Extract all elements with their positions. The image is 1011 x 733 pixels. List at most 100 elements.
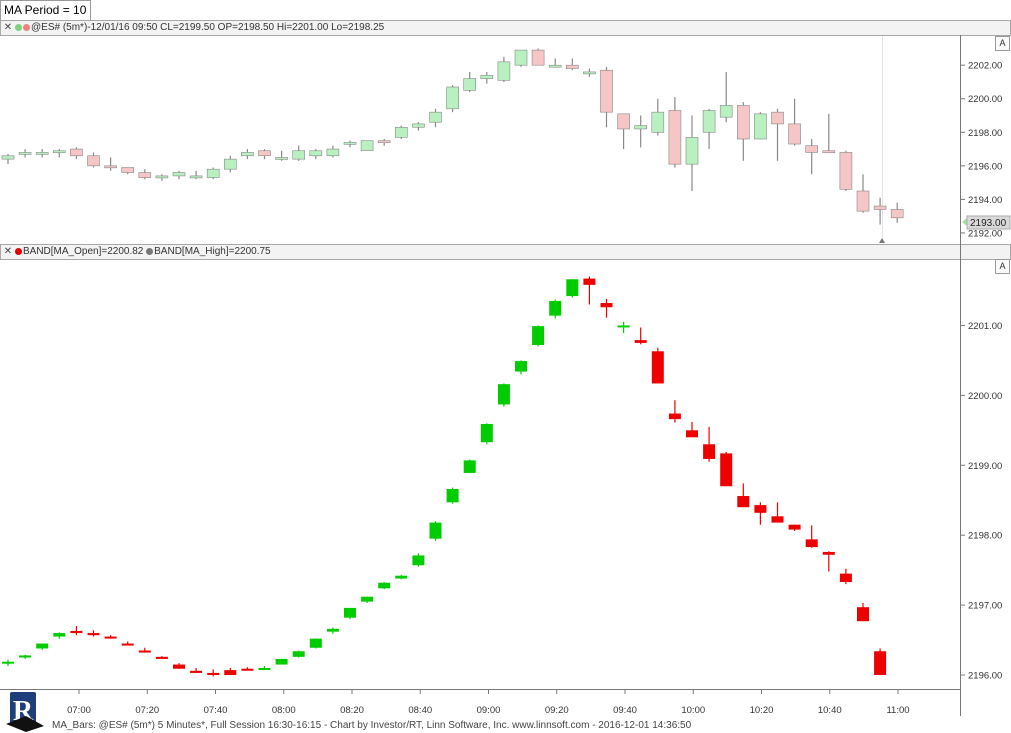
- p1-candle: [480, 74, 494, 79]
- p1-candle: [856, 190, 870, 212]
- close-icon[interactable]: ✕: [3, 22, 13, 33]
- p1-candle: [771, 111, 784, 125]
- p2-candle: [549, 300, 562, 316]
- x-tick-label: 07:40: [204, 705, 228, 716]
- close-icon[interactable]: ✕: [3, 246, 13, 257]
- p1-candle: [668, 110, 682, 165]
- p1-y-tick-label: 2202.00: [968, 61, 1002, 72]
- p2-candle: [839, 573, 852, 583]
- p1-candle: [155, 175, 169, 179]
- p2-y-tick-label: 2196.00: [968, 671, 1002, 682]
- p2-candle: [788, 524, 801, 530]
- p1-candle: [87, 155, 100, 167]
- pane1-header-text: @ES# (5m*)-12/01/16 09:50 CL=2199.50 OP=…: [31, 22, 385, 33]
- p2-candle: [224, 670, 237, 676]
- scroll-marker-icon[interactable]: [879, 238, 885, 243]
- autoscale-button-pane2[interactable]: A: [995, 259, 1010, 274]
- investor-rt-logo: R: [6, 692, 44, 732]
- p2-candle: [805, 539, 818, 548]
- p1-candle: [890, 209, 904, 219]
- p1-candle: [241, 152, 254, 157]
- p2-candle: [429, 522, 442, 539]
- p2-candle: [258, 668, 271, 671]
- p2-candle: [566, 279, 579, 297]
- p1-candle: [497, 61, 511, 81]
- p2-candle: [480, 424, 493, 443]
- p1-candle: [822, 150, 836, 154]
- p2-candle: [874, 651, 887, 676]
- p2-candle: [497, 384, 510, 405]
- p2-candle: [754, 505, 767, 513]
- last-price-label: 2193.00: [970, 218, 1007, 229]
- p2-candle: [395, 575, 408, 579]
- p1-y-tick-label: 2196.00: [968, 161, 1002, 172]
- autoscale-button-pane1[interactable]: A: [995, 36, 1010, 51]
- p1-candle: [189, 175, 203, 179]
- p1-candle: [70, 148, 83, 157]
- pane2-header-item1: BAND[MA_Open]=2200.82: [23, 246, 144, 257]
- p1-candle: [206, 168, 220, 178]
- p2-candle: [53, 633, 66, 637]
- p2-candle: [207, 672, 220, 676]
- p1-candle: [224, 158, 237, 170]
- p1-candle: [514, 49, 528, 66]
- p1-candle: [446, 86, 459, 110]
- ma-period-parameter[interactable]: MA Period = 10: [0, 0, 92, 21]
- p1-candle: [429, 111, 442, 123]
- p1-y-tick-label: 2194.00: [968, 195, 1002, 206]
- p2-candle: [173, 664, 185, 669]
- p2-candle: [668, 413, 681, 420]
- pane1-header: ✕ @ES# (5m*)-12/01/16 09:50 CL=2199.50 OP…: [0, 20, 1011, 36]
- p1-candle: [617, 113, 630, 130]
- ma-high-color-icon: [146, 248, 154, 255]
- p1-y-tick-label: 2198.00: [968, 128, 1002, 139]
- p2-y-tick-label: 2201.00: [968, 321, 1002, 332]
- p2-candle: [737, 496, 750, 508]
- p2-candle: [617, 325, 630, 328]
- p1-candle: [394, 126, 408, 138]
- last-price-box: [966, 215, 1011, 230]
- p2-candle: [583, 278, 596, 285]
- footer-caption: MA_Bars: @ES# (5m*) 5 Minutes*, Full Ses…: [52, 720, 692, 731]
- p1-candle: [275, 157, 288, 160]
- p2-candle: [36, 643, 49, 649]
- p1-candle: [531, 49, 545, 66]
- p1-candle: [754, 113, 767, 140]
- p1-candle: [565, 64, 579, 69]
- p1-candle: [1, 155, 15, 160]
- last-price-marker: 2193.00: [962, 215, 1011, 230]
- p2-candle: [515, 361, 527, 372]
- p1-candle: [719, 105, 733, 118]
- p2-y-tick-label: 2200.00: [968, 391, 1002, 402]
- p2-candle: [857, 607, 869, 622]
- x-tick-label: 07:00: [67, 705, 91, 716]
- p2-candle: [70, 630, 83, 634]
- p2-candle: [720, 453, 733, 487]
- p2-candle: [241, 668, 254, 671]
- p2-candle: [412, 555, 425, 566]
- pane2-header: ✕ BAND[MA_Open]=2200.82 BAND[MA_High]=220…: [0, 244, 1011, 260]
- p2-y-tick-label: 2199.00: [968, 461, 1002, 472]
- p1-candle: [788, 123, 801, 145]
- p1-candle: [651, 111, 665, 133]
- x-tick-label: 10:20: [750, 705, 774, 716]
- p1-candle: [839, 152, 853, 190]
- down-color-icon: [23, 24, 30, 31]
- x-tick-label: 09:20: [545, 705, 569, 716]
- p2-candle: [378, 582, 391, 589]
- p2-candle: [326, 628, 339, 632]
- p2-candle: [651, 351, 664, 384]
- p1-candle: [805, 145, 819, 153]
- p2-candle: [463, 460, 476, 473]
- p2-candle: [275, 658, 288, 665]
- p2-candle: [309, 638, 322, 648]
- x-tick-label: 08:40: [408, 705, 432, 716]
- p1-candle: [258, 150, 271, 157]
- up-color-icon: [15, 24, 22, 31]
- p1-candle: [702, 110, 716, 133]
- p1-candle: [292, 150, 306, 160]
- p1-candle: [634, 125, 648, 130]
- p1-candle: [463, 78, 477, 91]
- p2-candle: [138, 650, 151, 653]
